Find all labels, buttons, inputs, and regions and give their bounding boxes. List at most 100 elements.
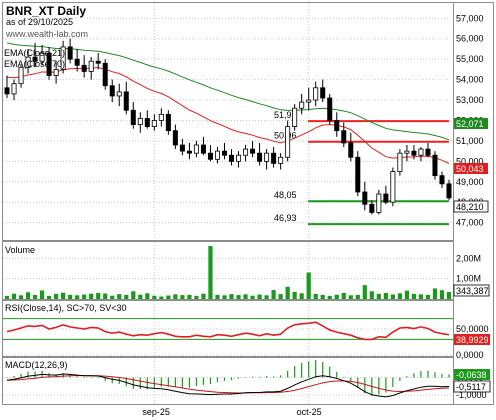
histogram-value: -0,0638	[456, 370, 487, 380]
right-axis-frame	[453, 2, 494, 405]
macd-histogram-bar	[20, 373, 22, 378]
candle-body	[193, 144, 199, 154]
as-of-date: as of 29/10/2025	[6, 17, 73, 27]
candle-body	[60, 46, 66, 70]
macd-histogram-bar	[174, 377, 176, 388]
volume-bar	[243, 294, 248, 299]
candle-body	[74, 58, 80, 66]
volume-bar	[39, 290, 45, 299]
volume-bar	[376, 293, 381, 299]
macd-histogram-bar	[195, 377, 198, 386]
macd-histogram-bar	[336, 371, 338, 378]
ema21-legend: EMA(Close,21)	[4, 48, 65, 58]
candle-body	[32, 56, 38, 62]
candle-body	[439, 175, 445, 185]
close-value-badge	[453, 200, 489, 213]
rsi-axis-tick: 0,0000	[456, 350, 484, 360]
candle-body	[229, 154, 235, 162]
candle-body	[102, 62, 108, 87]
rsi-value-badge	[454, 334, 490, 345]
macd-histogram-bar	[181, 377, 183, 388]
macd-histogram-bar	[308, 361, 310, 378]
candle-body	[109, 85, 115, 97]
volume-bar	[425, 294, 431, 299]
macd-histogram-bar	[258, 376, 261, 378]
candle-body	[306, 99, 312, 103]
volume-bar	[250, 295, 255, 299]
ema70-line	[6, 42, 450, 141]
candle-body	[390, 171, 396, 203]
level-label: 46,93	[274, 213, 297, 223]
macd-histogram-bar	[76, 376, 78, 378]
macd-histogram-bar	[202, 377, 205, 385]
candle-body	[18, 66, 24, 85]
volume-bar	[131, 291, 136, 299]
macd-histogram-bar	[55, 374, 57, 378]
macd-histogram-bar	[434, 372, 436, 378]
macd-histogram-bar	[448, 374, 450, 378]
macd-histogram-bar	[265, 376, 268, 378]
volume-bar	[278, 294, 283, 299]
volume-bar	[11, 293, 17, 299]
candle-body	[116, 91, 122, 97]
volume-bar	[110, 295, 115, 299]
macd-histogram-bar	[34, 371, 36, 378]
volume-bar	[194, 295, 199, 299]
candle-body	[432, 154, 438, 177]
ema70-value: 52,071	[456, 119, 484, 129]
volume-bar	[187, 294, 192, 299]
macd-histogram-bar	[132, 377, 134, 389]
candle-body	[236, 154, 242, 162]
candle-body	[81, 64, 87, 72]
volume-bar	[61, 292, 66, 299]
level-label: 51,97	[274, 110, 297, 120]
volume-bar	[68, 294, 73, 299]
candle-body	[334, 120, 340, 132]
rsi-line	[6, 321, 450, 341]
ema21-value-badge	[454, 163, 488, 174]
candle-body	[207, 152, 213, 160]
macd-histogram-bar	[378, 377, 380, 395]
volume-axis-tick: 2,00M	[456, 253, 481, 263]
candle-body	[95, 60, 101, 64]
macd-histogram-bar	[315, 360, 317, 378]
candle-body	[186, 150, 192, 154]
volume-bar	[4, 295, 10, 299]
candle-body	[130, 109, 136, 125]
macd-histogram-bar	[216, 377, 219, 383]
candle-body	[11, 83, 17, 95]
volume-bar	[201, 293, 206, 299]
volume-bar	[313, 293, 318, 299]
volume-bar	[446, 292, 452, 299]
candle-body	[425, 148, 431, 156]
ema21-value: 50,043	[456, 164, 484, 174]
volume-panel	[2, 241, 454, 300]
ema70-legend: EMA(Close,70)	[4, 59, 65, 69]
volume-bar	[299, 293, 304, 299]
candle-body	[348, 142, 354, 158]
macd-histogram-bar	[188, 377, 191, 388]
candle-body	[299, 101, 305, 109]
volume-bar	[362, 285, 367, 299]
macd-axis-tick: -1,0000	[456, 390, 487, 400]
macd-histogram-bar	[251, 376, 254, 378]
macd-line	[6, 373, 450, 398]
macd-histogram-bar	[413, 373, 415, 378]
volume-bar	[96, 292, 101, 299]
macd-histogram-bar	[385, 377, 387, 393]
volume-bar	[166, 295, 171, 299]
close-value: 48,210	[456, 202, 484, 212]
volume-bar	[341, 292, 346, 299]
price-axis-tick: 51,000	[456, 136, 484, 146]
candle-body	[214, 150, 220, 160]
website-watermark: www.wealth-lab.com	[5, 29, 88, 39]
macd-histogram-bar	[83, 377, 85, 379]
volume-bar	[18, 295, 24, 299]
histogram-value-badge	[454, 369, 490, 380]
ema21-line	[6, 67, 450, 165]
price-axis-tick: 50,000	[456, 156, 484, 166]
volume-bar	[257, 294, 262, 299]
candle-body	[221, 150, 227, 156]
candle-body	[67, 46, 73, 60]
